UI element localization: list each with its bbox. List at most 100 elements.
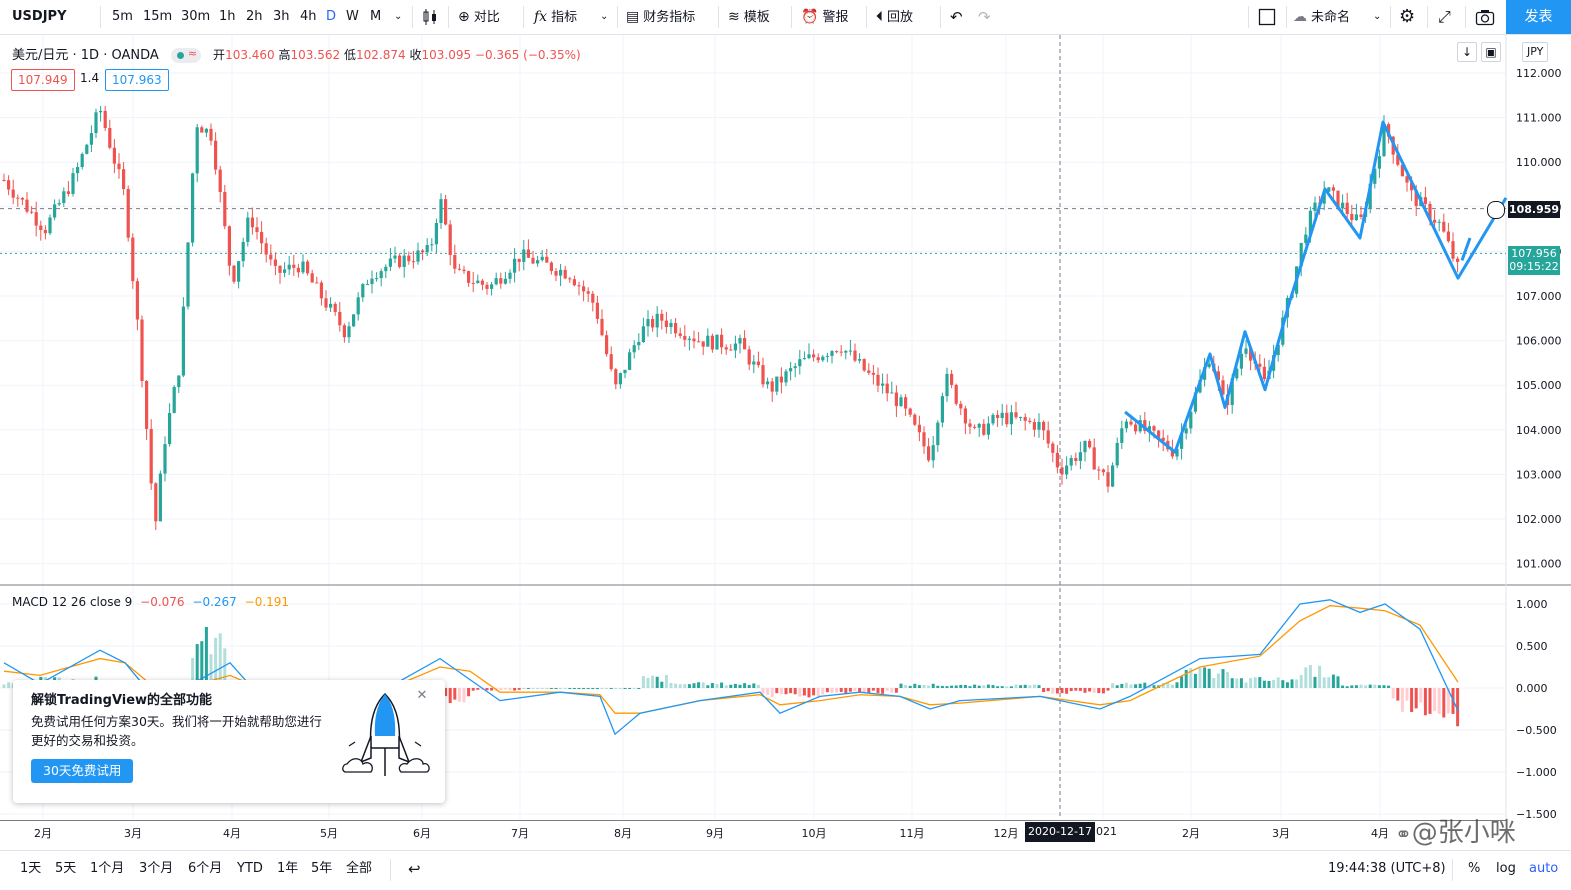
candle-body <box>172 387 176 413</box>
buy-price-button[interactable]: 107.963 <box>105 69 169 91</box>
currency-badge[interactable]: JPY <box>1522 42 1549 62</box>
macd-histogram-bar <box>812 688 816 696</box>
range-6m[interactable]: 6个月 <box>188 861 223 876</box>
replay-button[interactable]: ⏴ 回放 <box>876 0 913 34</box>
chevron-down-icon[interactable]: ⌄ <box>600 11 609 22</box>
range-1d[interactable]: 1天 <box>20 861 42 876</box>
maximize-pane-icon[interactable]: ▣ <box>1481 42 1501 62</box>
plus-circle-icon[interactable] <box>1487 201 1505 219</box>
candle-body <box>586 291 590 294</box>
candles-icon[interactable] <box>422 0 438 34</box>
range-5y[interactable]: 5年 <box>311 861 333 876</box>
candle-body <box>1157 430 1161 438</box>
alert-button[interactable]: ⏰ 警报 <box>801 0 848 34</box>
range-1m[interactable]: 1个月 <box>90 861 125 876</box>
range-1y[interactable]: 1年 <box>277 861 299 876</box>
alarm-clock-icon: ⏰ <box>801 9 819 25</box>
interval-2h[interactable]: 2h <box>246 9 263 24</box>
high-label: 高 <box>278 48 291 62</box>
publish-button[interactable]: 发表 <box>1506 0 1571 34</box>
candle-body <box>733 343 737 351</box>
trendline-drawing[interactable] <box>1124 120 1508 454</box>
interval-1h[interactable]: 1h <box>219 9 236 24</box>
candle-body <box>839 351 843 353</box>
candle-body <box>296 267 300 273</box>
divider <box>940 6 941 28</box>
close-icon[interactable]: ✕ <box>416 688 428 703</box>
compare-button[interactable]: ⊕ 对比 <box>458 0 500 34</box>
macd-histogram-bar <box>1042 688 1046 693</box>
time-tick-label: 2月 <box>1182 827 1200 840</box>
arrow-down-icon[interactable]: ↓ <box>1457 42 1477 62</box>
free-trial-button[interactable]: 30天免费试用 <box>31 759 134 783</box>
gear-icon[interactable]: ⚙ <box>1399 6 1416 27</box>
time-axis[interactable]: 2月 3月 4月 5月 6月 7月 8月 9月 10月 11月 12月 2021 2月 3月 4月 <box>0 820 1506 849</box>
layout-name-button[interactable]: ☁ 未命名 <box>1293 0 1350 34</box>
macd-histogram-bar <box>605 688 609 689</box>
percent-toggle[interactable]: % <box>1468 861 1481 876</box>
candle-body <box>62 191 66 204</box>
macd-histogram-bar <box>844 688 848 694</box>
camera-icon[interactable] <box>1475 0 1495 34</box>
candle-body <box>1249 348 1253 361</box>
candle-body <box>812 354 816 358</box>
indicators-button[interactable]: fx 指标 <box>534 0 577 34</box>
macd-histogram-bar <box>467 688 471 697</box>
chevron-down-icon[interactable]: ⌄ <box>1373 11 1382 22</box>
candle-body <box>448 224 452 256</box>
interval-w[interactable]: W <box>346 9 359 24</box>
macd-axis[interactable]: 1.000 0.500 0.000 −0.500 −1.000 −1.500 <box>1516 598 1557 819</box>
interval-d[interactable]: D <box>326 9 337 24</box>
auto-toggle[interactable]: auto <box>1529 861 1559 876</box>
candle-body <box>1193 392 1197 412</box>
macd-histogram-bar <box>1419 688 1423 703</box>
macd-histogram-bar <box>586 688 590 689</box>
range-3m[interactable]: 3个月 <box>139 861 174 876</box>
replay-label: 回放 <box>887 10 914 25</box>
clock-time[interactable]: 19:44:38 (UTC+8) <box>1328 861 1446 876</box>
goto-date-icon[interactable]: ↩ <box>408 860 421 878</box>
chevron-down-icon[interactable]: ⌄ <box>394 11 403 22</box>
candle-body <box>701 341 705 347</box>
candle-body <box>11 189 15 198</box>
interval-3h[interactable]: 3h <box>273 9 290 24</box>
macd-histogram-bar <box>770 688 774 698</box>
candle-body <box>1115 442 1119 466</box>
sell-price-button[interactable]: 107.949 <box>11 69 75 91</box>
macd-histogram-bar <box>600 688 604 689</box>
candle-body <box>131 237 135 282</box>
templates-button[interactable]: ≋ 模板 <box>728 0 770 34</box>
log-toggle[interactable]: log <box>1496 861 1516 876</box>
symbol-search[interactable]: USDJPY <box>12 9 67 24</box>
candle-body <box>16 197 20 199</box>
interval-30m[interactable]: 30m <box>181 9 211 24</box>
financials-button[interactable]: ▤ 财务指标 <box>626 0 695 34</box>
candle-body <box>766 381 770 385</box>
interval-m[interactable]: M <box>370 9 382 24</box>
divider <box>412 6 413 28</box>
macd-histogram-bar <box>195 644 199 688</box>
candle-body <box>444 199 448 225</box>
bar-countdown: 09:15:22 <box>1509 260 1559 273</box>
interval-5m[interactable]: 5m <box>112 9 133 24</box>
price-axis[interactable]: 112.000111.000110.000109.000108.000107.0… <box>1516 67 1562 571</box>
weibo-icon: ⚭ <box>1395 822 1412 846</box>
candle-body <box>1244 348 1248 354</box>
rewind-icon: ⏴ <box>876 9 883 25</box>
layout-square-icon[interactable] <box>1258 0 1276 34</box>
undo-icon[interactable]: ↶ <box>950 8 963 26</box>
range-5d[interactable]: 5天 <box>55 861 77 876</box>
candle-body <box>959 403 963 409</box>
range-ytd[interactable]: YTD <box>237 861 263 876</box>
chart-canvas[interactable]: 112.000111.000110.000109.000108.000107.0… <box>0 35 1571 819</box>
macd-histogram-bar <box>1088 688 1092 692</box>
candle-body <box>264 243 268 255</box>
interval-15m[interactable]: 15m <box>143 9 173 24</box>
fullscreen-icon[interactable]: ⤢ <box>1438 7 1451 26</box>
candle-body <box>135 281 139 320</box>
range-all[interactable]: 全部 <box>346 861 373 876</box>
candle-body <box>605 335 609 355</box>
interval-4h[interactable]: 4h <box>300 9 317 24</box>
time-tick-label: 5月 <box>320 827 338 840</box>
redo-icon[interactable]: ↷ <box>978 8 991 26</box>
